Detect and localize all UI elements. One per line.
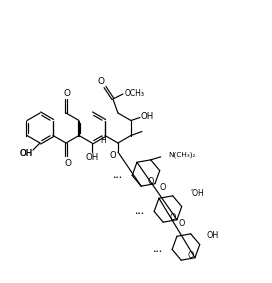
Text: OH: OH <box>140 112 154 121</box>
Text: •••: ••• <box>152 249 162 254</box>
Text: O: O <box>160 183 166 192</box>
Text: OH: OH <box>207 231 219 240</box>
Text: N(CH₃)₂: N(CH₃)₂ <box>169 152 196 158</box>
Text: O: O <box>188 251 194 260</box>
Text: •••: ••• <box>134 211 144 216</box>
Text: OH: OH <box>19 149 33 158</box>
Text: O: O <box>97 78 104 87</box>
Text: O: O <box>148 177 154 186</box>
Text: O: O <box>170 213 176 222</box>
Text: OH: OH <box>85 153 98 162</box>
Text: OCH₃: OCH₃ <box>125 89 145 98</box>
Text: ʹOH: ʹOH <box>191 189 205 198</box>
Text: H: H <box>100 136 106 145</box>
Text: OH: OH <box>19 149 33 158</box>
Text: O: O <box>63 89 70 98</box>
Text: O: O <box>179 220 185 228</box>
Text: O: O <box>110 151 116 160</box>
Text: O: O <box>64 158 72 168</box>
Text: •••: ••• <box>112 175 122 180</box>
